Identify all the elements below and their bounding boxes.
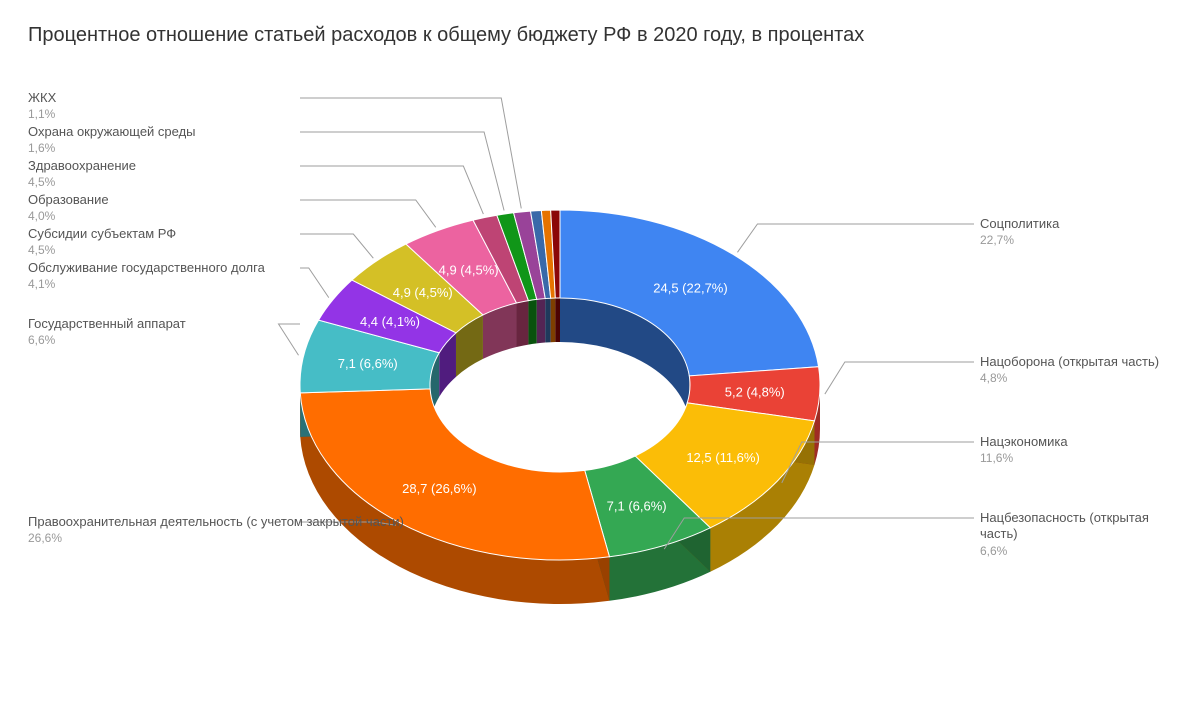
legend-item: Охрана окружающей среды1,6% bbox=[28, 124, 196, 156]
legend-name: Нацоборона (открытая часть) bbox=[980, 354, 1159, 370]
legend-percent: 4,5% bbox=[28, 175, 136, 190]
slice-label: 7,1 (6,6%) bbox=[607, 498, 667, 513]
legend-name: Правоохранительная деятельность (с учето… bbox=[28, 514, 404, 530]
legend-item: Правоохранительная деятельность (с учето… bbox=[28, 514, 404, 546]
slice-label: 24,5 (22,7%) bbox=[653, 281, 727, 296]
legend-item: Субсидии субъектам РФ4,5% bbox=[28, 226, 176, 258]
legend-item: Соцполитика22,7% bbox=[980, 216, 1059, 248]
slice-label: 4,4 (4,1%) bbox=[360, 314, 420, 329]
slice-label: 7,1 (6,6%) bbox=[338, 356, 398, 371]
legend-item: Образование4,0% bbox=[28, 192, 109, 224]
legend-percent: 4,5% bbox=[28, 243, 176, 258]
legend-percent: 6,6% bbox=[980, 544, 1186, 559]
legend-name: Нацэкономика bbox=[980, 434, 1068, 450]
legend-name: Государственный аппарат bbox=[28, 316, 186, 332]
legend-name: Соцполитика bbox=[980, 216, 1059, 232]
slice-label: 12,5 (11,6%) bbox=[686, 450, 759, 465]
legend-name: Охрана окружающей среды bbox=[28, 124, 196, 140]
slice-label: 5,2 (4,8%) bbox=[725, 385, 785, 400]
legend-item: Нацэкономика11,6% bbox=[980, 434, 1068, 466]
legend-percent: 11,6% bbox=[980, 451, 1068, 466]
legend-item: Обслуживание государственного долга4,1% bbox=[28, 260, 265, 292]
slice-label: 4,9 (4,5%) bbox=[393, 285, 453, 300]
legend-percent: 26,6% bbox=[28, 531, 404, 546]
legend-percent: 4,8% bbox=[980, 371, 1159, 386]
legend-item: Здравоохранение4,5% bbox=[28, 158, 136, 190]
legend-item: Нацбезопасность (открытая часть)6,6% bbox=[980, 510, 1186, 559]
legend-item: Нацоборона (открытая часть)4,8% bbox=[980, 354, 1159, 386]
legend-percent: 1,1% bbox=[28, 107, 56, 122]
legend-name: Образование bbox=[28, 192, 109, 208]
legend-item: ЖКХ1,1% bbox=[28, 90, 56, 122]
slice-label: 28,7 (26,6%) bbox=[402, 481, 476, 496]
legend-percent: 4,0% bbox=[28, 209, 109, 224]
legend-percent: 1,6% bbox=[28, 141, 196, 156]
legend-percent: 4,1% bbox=[28, 277, 265, 292]
legend-percent: 6,6% bbox=[28, 333, 186, 348]
legend-name: Обслуживание государственного долга bbox=[28, 260, 265, 276]
slice-label: 4,9 (4,5%) bbox=[439, 262, 499, 277]
legend-item: Государственный аппарат6,6% bbox=[28, 316, 186, 348]
legend-name: Субсидии субъектам РФ bbox=[28, 226, 176, 242]
legend-name: Нацбезопасность (открытая часть) bbox=[980, 510, 1186, 543]
chart-container: { "title": "Процентное отношение статьей… bbox=[0, 0, 1186, 714]
legend-name: ЖКХ bbox=[28, 90, 56, 106]
legend-name: Здравоохранение bbox=[28, 158, 136, 174]
legend-percent: 22,7% bbox=[980, 233, 1059, 248]
